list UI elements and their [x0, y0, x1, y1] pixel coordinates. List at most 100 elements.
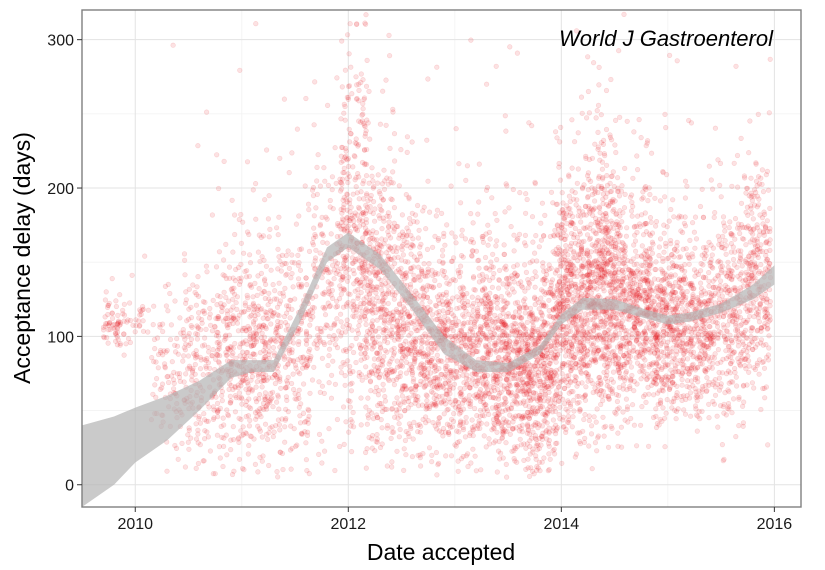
data-point	[374, 439, 381, 445]
data-point	[364, 192, 370, 198]
data-point	[173, 445, 180, 452]
data-point	[121, 318, 127, 324]
data-point	[577, 340, 583, 346]
data-point	[363, 449, 369, 456]
data-point	[514, 272, 520, 278]
data-point	[171, 386, 177, 392]
data-point	[460, 427, 467, 433]
data-point	[249, 387, 255, 393]
data-point	[365, 198, 371, 204]
data-point	[296, 213, 302, 219]
data-point	[319, 383, 326, 389]
data-point	[241, 250, 247, 256]
data-point	[351, 153, 357, 159]
data-point	[267, 399, 273, 406]
data-point	[251, 303, 257, 309]
data-point	[232, 231, 238, 238]
data-point	[303, 337, 309, 343]
data-point	[461, 285, 467, 292]
data-point	[262, 378, 268, 384]
data-point	[577, 407, 583, 413]
data-point	[229, 352, 235, 358]
data-point	[266, 355, 272, 362]
data-point	[242, 325, 248, 331]
data-point	[238, 309, 244, 315]
data-point	[199, 343, 206, 349]
data-point	[536, 299, 542, 305]
data-point	[239, 401, 245, 407]
data-point	[583, 153, 589, 159]
data-point	[393, 306, 400, 313]
data-point	[120, 311, 126, 317]
data-point	[319, 438, 325, 444]
data-point	[203, 358, 209, 364]
data-point	[532, 269, 538, 275]
data-point	[481, 314, 487, 320]
data-point	[363, 404, 369, 410]
data-point	[554, 342, 561, 348]
data-point	[240, 325, 246, 332]
data-point	[216, 185, 222, 192]
data-point	[121, 352, 127, 358]
data-point	[577, 430, 583, 436]
data-point	[103, 289, 109, 295]
data-point	[380, 381, 386, 388]
data-point	[497, 267, 503, 274]
data-point	[463, 343, 469, 349]
data-point	[544, 410, 551, 417]
data-point	[241, 467, 247, 473]
data-point	[503, 304, 509, 310]
data-point	[494, 404, 500, 410]
data-point	[211, 407, 217, 413]
data-point	[296, 404, 302, 410]
data-point	[579, 246, 585, 252]
data-point	[388, 235, 394, 241]
data-point	[497, 376, 503, 382]
data-point	[363, 465, 369, 471]
data-point	[513, 339, 520, 345]
data-point	[183, 341, 189, 347]
data-point	[389, 356, 395, 362]
data-point	[298, 283, 304, 289]
data-point	[348, 388, 355, 394]
data-point	[306, 407, 312, 414]
data-point	[535, 326, 541, 333]
data-point	[283, 252, 289, 259]
data-point	[342, 373, 348, 379]
data-point	[275, 266, 281, 272]
data-point	[569, 298, 576, 304]
data-point	[214, 407, 220, 413]
data-point	[460, 453, 466, 460]
data-point	[253, 21, 259, 27]
data-point	[541, 379, 547, 385]
data-point	[397, 373, 403, 380]
data-point	[228, 307, 234, 313]
data-point	[364, 57, 370, 64]
data-point	[221, 289, 227, 295]
data-point	[514, 459, 520, 465]
data-point	[523, 466, 529, 473]
data-point	[524, 196, 530, 203]
data-point	[235, 436, 241, 442]
data-point	[248, 343, 254, 349]
data-point	[581, 345, 588, 351]
data-point	[240, 219, 246, 225]
data-point	[401, 353, 407, 359]
data-point	[279, 335, 285, 341]
data-point	[585, 193, 591, 200]
data-point	[398, 309, 404, 316]
data-point	[421, 204, 427, 210]
data-point	[485, 298, 491, 304]
data-point	[188, 315, 195, 321]
data-point	[357, 318, 363, 324]
data-point	[112, 321, 118, 327]
data-point	[216, 359, 222, 365]
data-point	[276, 406, 282, 412]
data-point	[465, 451, 471, 457]
data-point	[460, 291, 466, 297]
data-point	[504, 351, 511, 358]
data-point	[393, 249, 400, 255]
data-point	[267, 425, 273, 431]
data-point	[370, 335, 376, 341]
data-point	[402, 437, 409, 444]
